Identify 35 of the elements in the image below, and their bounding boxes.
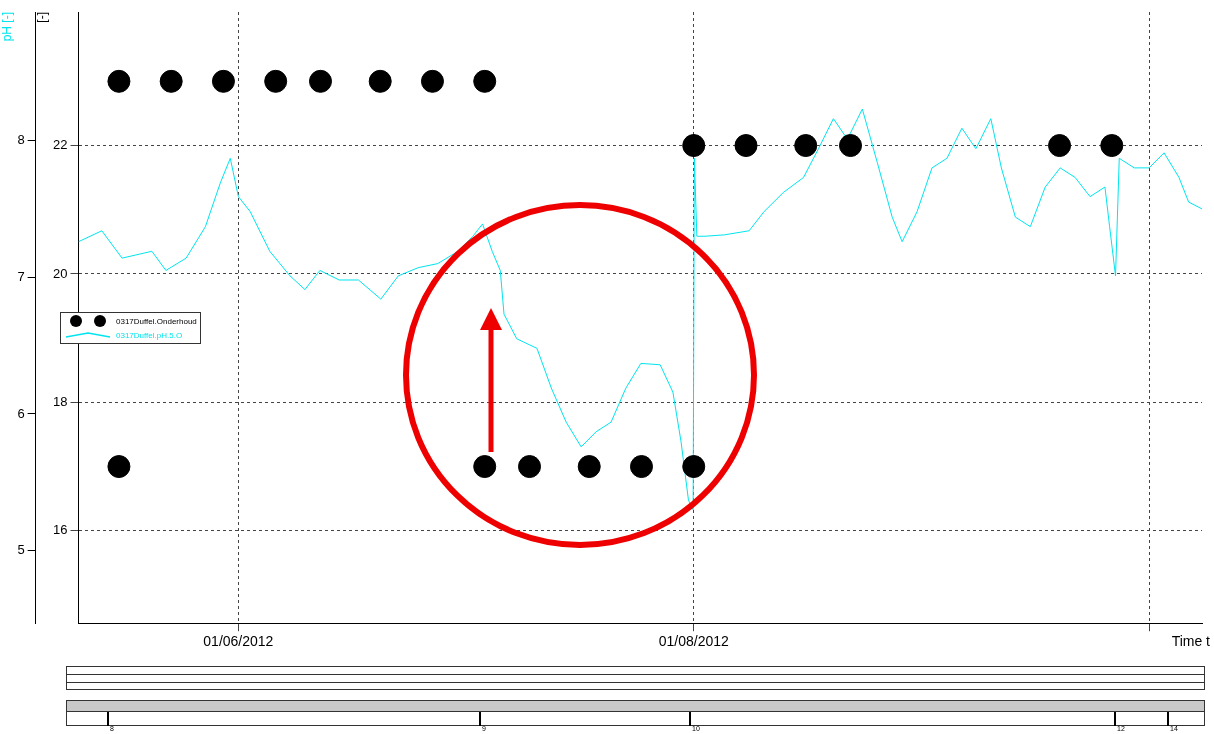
point [682,134,706,158]
legend-label: 0317Duffel.Onderhoud [116,316,197,326]
point [839,134,863,158]
point [577,455,601,479]
point [368,69,392,93]
y-tick-label: 5 [17,542,25,558]
point [211,69,235,93]
y2-tick-label: 16 [53,522,68,538]
text: 0317Duffel.pH.5.O [116,330,183,340]
point [518,455,542,479]
point [734,134,758,158]
point [159,69,183,93]
y-tick-label: 7 [17,268,25,284]
point [473,69,497,93]
point [473,455,497,479]
point [420,69,444,93]
point [629,455,653,479]
x-tick-label: 01/06/2012 [203,633,274,650]
point [794,134,818,158]
point [308,69,332,93]
y-tick-label: 6 [17,405,25,421]
x-tick-label: 01/08/2012 [658,633,729,650]
point [107,455,131,479]
x-axis-title: Time t [1171,633,1211,650]
y2-tick-label: 20 [53,265,68,281]
y2-tick-label: 18 [53,393,68,409]
y-tick-label: 8 [17,132,25,148]
point [1048,134,1072,158]
y-axis-title: pH [-] [0,12,14,42]
y2-axis-title: [-] [35,12,50,23]
point [264,69,288,93]
point [1100,134,1124,158]
point [682,455,706,479]
y2-tick-label: 22 [53,137,68,153]
point [107,69,131,93]
